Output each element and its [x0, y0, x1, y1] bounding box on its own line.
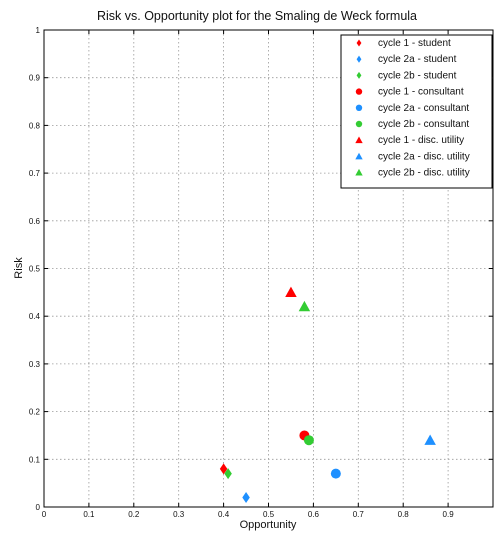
x-tick-label: 0 [42, 510, 47, 519]
legend: cycle 1 - student cycle 2a - student cycle… [340, 34, 493, 189]
legend-item: cycle 1 - consultant [355, 87, 464, 98]
x-tick-label: 0.5 [263, 510, 275, 519]
x-tick-label: 0.4 [218, 510, 230, 519]
tick-labels: 0 0.1 0.2 0.3 0.4 0.5 0.6 0.7 0.8 0.9 0 0.1 0.2 0.3 0.… [29, 26, 454, 519]
x-tick-label: 0.1 [83, 510, 95, 519]
legend-marker-diamond [356, 55, 362, 63]
legend-label: cycle 2a - student [378, 54, 457, 65]
legend-item: cycle 2a - disc. utility [355, 151, 470, 162]
y-tick-label: 0 [36, 503, 41, 512]
y-tick-label: 0.6 [29, 217, 41, 226]
legend-item: cycle 2b - consultant [355, 119, 469, 130]
y-tick-label: 0.9 [29, 74, 41, 83]
legend-marker-circle [355, 120, 363, 128]
legend-label: cycle 2b - disc. utility [378, 168, 470, 179]
y-axis-label: Risk [13, 257, 25, 279]
x-tick-label: 0.6 [308, 510, 320, 519]
y-tick-label: 1 [36, 26, 41, 35]
legend-marker-triangle [355, 168, 363, 176]
legend-item: cycle 2a - student [356, 54, 457, 65]
legend-items: cycle 1 - student cycle 2a - student cycle… [355, 38, 470, 179]
data-point-diamond [219, 463, 228, 475]
legend-label: cycle 2b - consultant [378, 119, 469, 130]
grid-lines [44, 30, 493, 507]
legend-item: cycle 1 - disc. utility [355, 135, 464, 146]
x-tick-label: 0.8 [398, 510, 410, 519]
data-point-diamond [224, 468, 232, 480]
y-tick-label: 0.2 [29, 408, 41, 417]
x-tick-label: 0.9 [443, 510, 455, 519]
legend-marker-diamond [356, 39, 362, 47]
y-tick-label: 0.1 [29, 455, 41, 464]
y-tick-label: 0.7 [29, 169, 41, 178]
legend-marker-circle [355, 104, 363, 112]
legend-label: cycle 1 - student [378, 38, 451, 49]
legend-label: cycle 1 - consultant [378, 87, 464, 98]
x-tick-label: 0.3 [173, 510, 185, 519]
y-tick-label: 0.3 [29, 360, 41, 369]
data-point-circle [330, 468, 341, 479]
legend-item: cycle 2b - student [356, 70, 457, 81]
x-tick-label: 0.7 [353, 510, 365, 519]
x-axis-label: Opportunity [240, 519, 297, 531]
data-point-diamond [242, 491, 250, 503]
data-point-triangle [424, 434, 436, 445]
legend-marker-diamond [356, 71, 362, 79]
data-point-circle [303, 435, 314, 446]
data-point-triangle [298, 300, 311, 312]
y-tick-label: 0.8 [29, 121, 41, 130]
legend-item: cycle 2b - disc. utility [355, 168, 470, 179]
x-tick-label: 0.2 [128, 510, 140, 519]
legend-marker-triangle [355, 136, 363, 144]
legend-label: cycle 2b - student [378, 70, 457, 81]
legend-item: cycle 2a - consultant [355, 103, 469, 114]
legend-marker-circle [355, 88, 363, 95]
chart-title: Risk vs. Opportunity plot for the Smalin… [97, 9, 417, 23]
data-point-triangle [285, 286, 297, 297]
legend-box [340, 34, 493, 189]
legend-label: cycle 2a - consultant [378, 103, 469, 114]
y-tick-label: 0.4 [29, 312, 41, 321]
legend-label: cycle 1 - disc. utility [378, 135, 464, 146]
legend-item: cycle 1 - student [356, 38, 451, 49]
legend-label: cycle 2a - disc. utility [378, 151, 470, 162]
legend-marker-triangle [355, 152, 363, 160]
y-tick-label: 0.5 [29, 265, 41, 274]
data-points [219, 286, 436, 503]
